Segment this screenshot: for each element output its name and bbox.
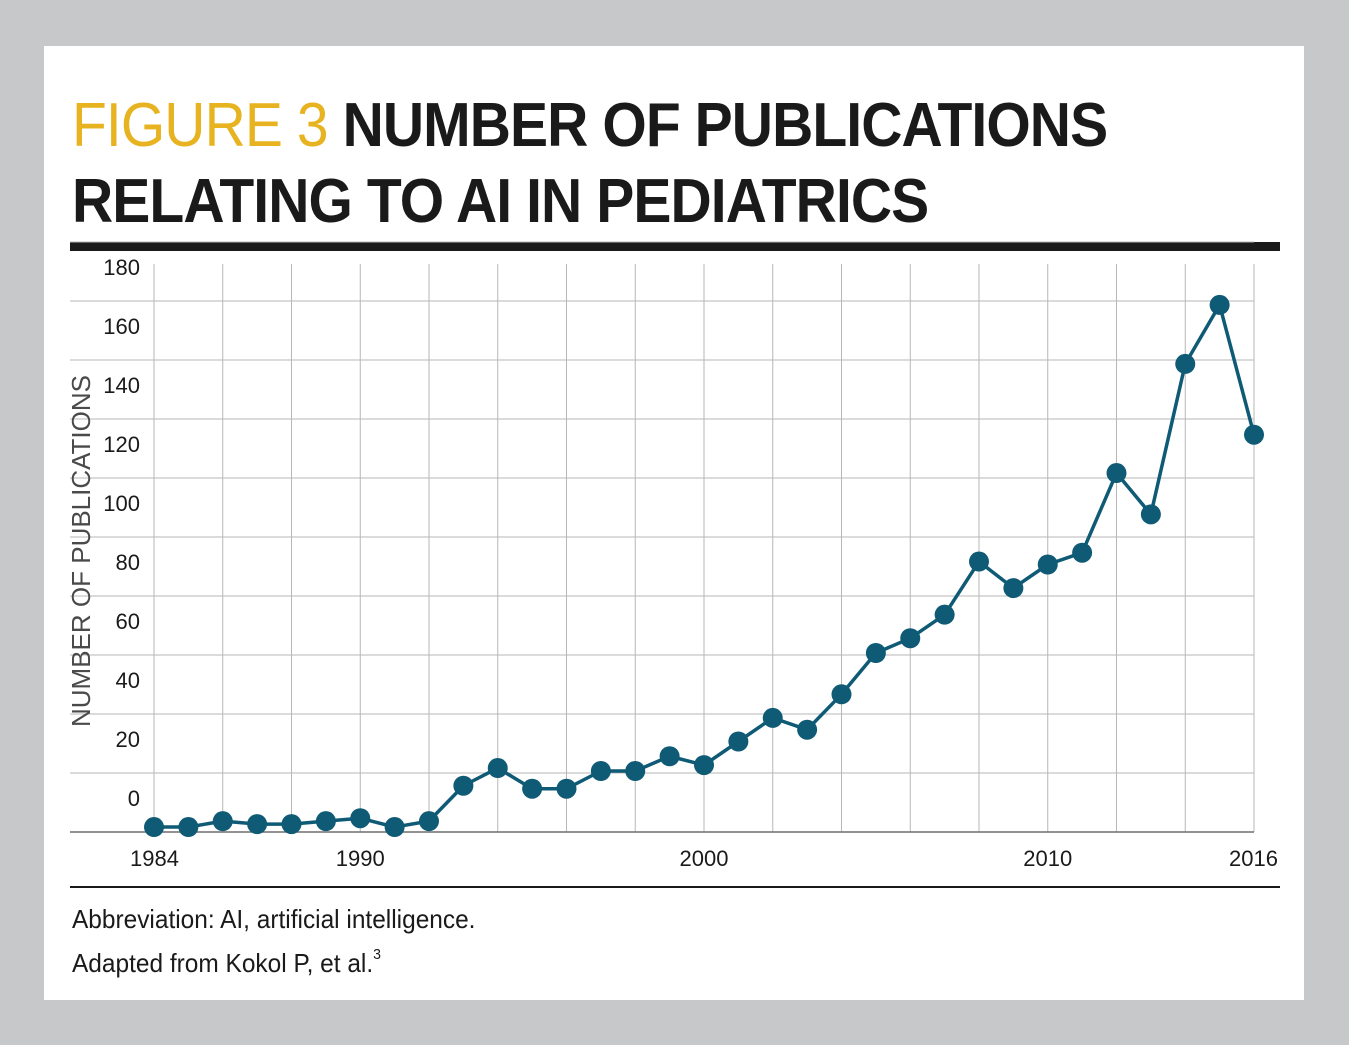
- data-point: [625, 761, 646, 781]
- figure-card: FIGURE 3 NUMBER OF PUBLICATIONS RELATING …: [44, 46, 1304, 1000]
- data-point: [934, 604, 955, 625]
- footer-rule: [70, 886, 1280, 888]
- y-tick-label: 180: [103, 255, 140, 280]
- data-point: [453, 775, 474, 796]
- data-point: [728, 731, 749, 752]
- x-tick-label: 1990: [336, 846, 385, 871]
- data-point: [522, 778, 543, 799]
- data-point: [590, 761, 611, 781]
- line-chart: 0 20 40 60 80 100 120 140 160 180 1984 1990 2000 201…: [66, 241, 1278, 871]
- data-point: [694, 755, 714, 776]
- data-point: [865, 643, 886, 663]
- data-point: [419, 811, 439, 832]
- data-point: [350, 808, 371, 829]
- source-reference: 3: [373, 946, 382, 963]
- data-point: [1140, 504, 1161, 525]
- data-point: [281, 814, 302, 835]
- x-tick-label: 2000: [680, 846, 729, 871]
- x-tick-label: 2010: [1023, 846, 1072, 871]
- source-note: Adapted from Kokol P, et al.3: [72, 946, 382, 979]
- y-tick-label: 20: [116, 727, 140, 752]
- data-point: [144, 817, 164, 838]
- data-point: [315, 811, 336, 832]
- data-point: [1209, 294, 1230, 315]
- title-line-2: RELATING TO AI IN PEDIATRICS: [72, 167, 929, 236]
- y-tick-label: 60: [116, 609, 140, 634]
- y-tick-label: 80: [116, 550, 140, 575]
- data-point: [487, 758, 508, 779]
- data-point: [969, 551, 989, 572]
- data-point: [384, 817, 405, 838]
- data-point: [900, 628, 921, 649]
- source-text: Adapted from Kokol P, et al.: [72, 948, 374, 978]
- y-tick-label: 120: [103, 432, 140, 457]
- data-point: [1175, 353, 1196, 374]
- y-tick-label: 40: [116, 668, 140, 693]
- chart-grid: [70, 241, 1255, 833]
- y-axis-label: NUMBER OF PUBLICATIONS: [66, 375, 96, 727]
- figure-title: FIGURE 3 NUMBER OF PUBLICATIONS RELATING …: [72, 88, 1108, 240]
- title-line-1: NUMBER OF PUBLICATIONS: [342, 91, 1108, 160]
- data-point: [247, 814, 268, 835]
- y-tick-label: 160: [103, 314, 140, 339]
- y-tick-label: 140: [103, 373, 140, 398]
- title-rule: [70, 242, 1280, 251]
- figure-label: FIGURE 3: [72, 91, 329, 160]
- x-tick-label: 2016: [1229, 846, 1278, 871]
- data-point: [1072, 542, 1093, 563]
- data-point: [1106, 463, 1127, 484]
- x-tick-label: 1984: [130, 846, 179, 871]
- data-point: [178, 817, 199, 838]
- abbreviation-note: Abbreviation: AI, artificial intelligenc…: [72, 904, 476, 934]
- y-tick-label: 0: [128, 786, 140, 811]
- data-point: [1003, 578, 1024, 599]
- data-point: [1037, 554, 1058, 575]
- data-point: [1244, 424, 1264, 445]
- data-point: [797, 719, 818, 740]
- data-point: [831, 684, 852, 705]
- data-point: [659, 746, 680, 767]
- data-point: [762, 707, 783, 728]
- y-tick-label: 100: [103, 491, 140, 516]
- data-point: [212, 811, 233, 832]
- y-axis-ticks: 0 20 40 60 80 100 120 140 160 180: [103, 255, 140, 811]
- data-point: [556, 778, 577, 799]
- publications-series: [144, 294, 1264, 838]
- x-axis-ticks: 1984 1990 2000 2010 2016: [130, 846, 1278, 871]
